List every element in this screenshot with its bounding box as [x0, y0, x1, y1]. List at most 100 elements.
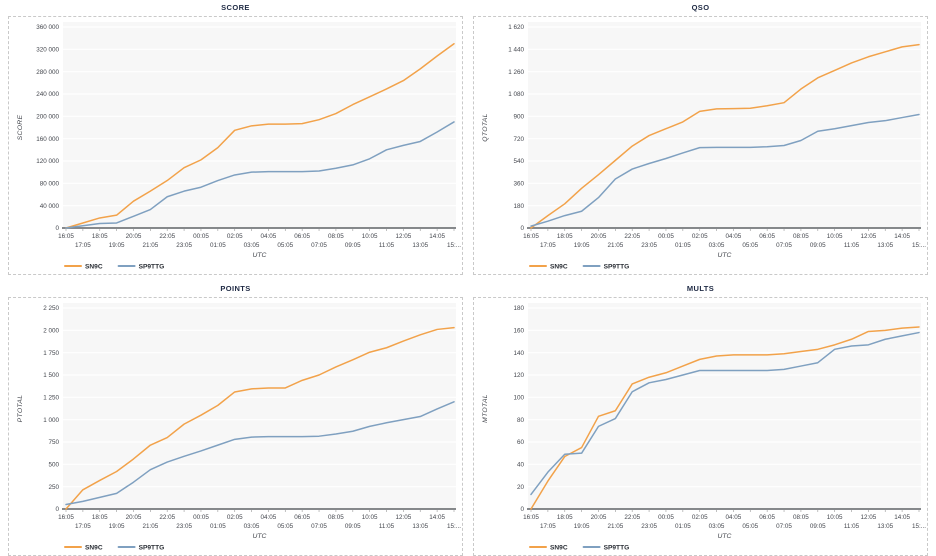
- svg-text:20:05: 20:05: [591, 233, 607, 240]
- svg-text:23:05: 23:05: [641, 242, 657, 249]
- svg-text:09:05: 09:05: [345, 242, 361, 249]
- svg-text:1 440: 1 440: [508, 47, 524, 54]
- svg-text:16:05: 16:05: [523, 514, 539, 521]
- svg-text:1 620: 1 620: [508, 24, 524, 31]
- svg-text:17:05: 17:05: [540, 242, 556, 249]
- svg-text:120: 120: [513, 372, 524, 379]
- svg-text:UTC: UTC: [718, 533, 732, 540]
- svg-text:00:05: 00:05: [193, 233, 209, 240]
- svg-text:23:05: 23:05: [176, 242, 192, 249]
- svg-text:10:05: 10:05: [362, 514, 378, 521]
- svg-text:180: 180: [513, 203, 524, 210]
- svg-text:UTC: UTC: [253, 533, 267, 540]
- svg-text:40: 40: [517, 462, 525, 469]
- svg-text:MTOTAL: MTOTAL: [482, 394, 489, 423]
- chart-title-mults: MULTS: [686, 284, 715, 293]
- svg-text:750: 750: [48, 439, 59, 446]
- svg-text:900: 900: [513, 114, 524, 121]
- svg-text:05:05: 05:05: [742, 242, 758, 249]
- svg-text:02:05: 02:05: [692, 514, 708, 521]
- svg-text:80 000: 80 000: [40, 181, 60, 188]
- svg-text:06:05: 06:05: [759, 233, 775, 240]
- svg-text:04:05: 04:05: [726, 233, 742, 240]
- svg-text:1 750: 1 750: [43, 350, 59, 357]
- charts-row-top: SCORE 0 40 000 80 000 120 000 160 000 200 000…: [0, 1, 936, 275]
- svg-text:PTOTAL: PTOTAL: [17, 395, 24, 423]
- svg-text:03:05: 03:05: [244, 523, 260, 530]
- svg-text:12:05: 12:05: [396, 233, 412, 240]
- svg-text:200 000: 200 000: [36, 114, 59, 121]
- svg-text:SCORE: SCORE: [17, 114, 24, 140]
- svg-text:04:05: 04:05: [261, 514, 277, 521]
- svg-text:13:05: 13:05: [877, 242, 893, 249]
- svg-text:23:05: 23:05: [641, 523, 657, 530]
- svg-text:22:05: 22:05: [159, 233, 175, 240]
- svg-text:16:05: 16:05: [58, 514, 74, 521]
- svg-text:1 080: 1 080: [508, 91, 524, 98]
- svg-text:02:05: 02:05: [692, 233, 708, 240]
- svg-text:SP9TTG: SP9TTG: [604, 544, 630, 551]
- svg-text:2 250: 2 250: [43, 305, 59, 312]
- chart-box-points: 0 250 500 750 1 000 1 250 1 500 1 750 2 000 2 250…: [8, 297, 463, 556]
- svg-text:21:05: 21:05: [142, 523, 158, 530]
- svg-text:15:...: 15:...: [447, 523, 461, 530]
- charts-row-bottom: POINTS 0 250 500 750 1 000 1 250 1 500 1 750 2 0…: [0, 282, 936, 556]
- svg-text:12:05: 12:05: [861, 233, 877, 240]
- svg-text:11:05: 11:05: [844, 523, 860, 530]
- svg-text:160: 160: [513, 328, 524, 335]
- svg-text:SN9C: SN9C: [550, 263, 568, 270]
- chart-box-qso: 0 180 360 540 720 900 1 080 1 260 1 440 1 620 QTOT…: [473, 16, 928, 275]
- svg-text:09:05: 09:05: [345, 523, 361, 530]
- svg-text:21:05: 21:05: [142, 242, 158, 249]
- svg-text:07:05: 07:05: [776, 242, 792, 249]
- svg-text:280 000: 280 000: [36, 69, 59, 76]
- svg-text:09:05: 09:05: [810, 242, 826, 249]
- svg-text:22:05: 22:05: [159, 514, 175, 521]
- svg-text:500: 500: [48, 462, 59, 469]
- svg-text:11:05: 11:05: [844, 242, 860, 249]
- svg-text:12:05: 12:05: [396, 514, 412, 521]
- svg-text:1 260: 1 260: [508, 69, 524, 76]
- svg-text:0: 0: [55, 506, 59, 513]
- svg-text:03:05: 03:05: [244, 242, 260, 249]
- svg-text:06:05: 06:05: [294, 514, 310, 521]
- svg-text:13:05: 13:05: [412, 523, 428, 530]
- svg-text:140: 140: [513, 350, 524, 357]
- svg-text:SP9TTG: SP9TTG: [604, 263, 630, 270]
- svg-text:17:05: 17:05: [75, 242, 91, 249]
- svg-text:18:05: 18:05: [557, 514, 573, 521]
- svg-text:SP9TTG: SP9TTG: [139, 263, 165, 270]
- svg-text:08:05: 08:05: [793, 233, 809, 240]
- svg-text:250: 250: [48, 484, 59, 491]
- svg-text:03:05: 03:05: [709, 242, 725, 249]
- svg-text:21:05: 21:05: [607, 242, 623, 249]
- svg-text:360 000: 360 000: [36, 24, 59, 31]
- svg-text:07:05: 07:05: [311, 523, 327, 530]
- svg-text:03:05: 03:05: [709, 523, 725, 530]
- line-chart-score: 0 40 000 80 000 120 000 160 000 200 000 240 00…: [17, 22, 461, 270]
- svg-text:08:05: 08:05: [328, 514, 344, 521]
- line-chart-points: 0 250 500 750 1 000 1 250 1 500 1 750 2 000 2 250…: [17, 303, 461, 551]
- chart-title-qso: QSO: [691, 3, 710, 12]
- chart-box-mults: 0 20 40 60 80 100 120 140 160 180 MTOTAL 16:05 17:05…: [473, 297, 928, 556]
- svg-text:14:05: 14:05: [429, 233, 445, 240]
- svg-text:22:05: 22:05: [624, 514, 640, 521]
- svg-text:19:05: 19:05: [574, 523, 590, 530]
- svg-text:11:05: 11:05: [379, 523, 395, 530]
- svg-text:10:05: 10:05: [362, 233, 378, 240]
- svg-text:40 000: 40 000: [40, 203, 60, 210]
- svg-text:13:05: 13:05: [412, 242, 428, 249]
- svg-text:19:05: 19:05: [109, 523, 125, 530]
- svg-text:08:05: 08:05: [793, 514, 809, 521]
- svg-text:22:05: 22:05: [624, 233, 640, 240]
- svg-text:SN9C: SN9C: [550, 544, 568, 551]
- svg-text:19:05: 19:05: [574, 242, 590, 249]
- svg-text:15:...: 15:...: [447, 242, 461, 249]
- svg-text:15:...: 15:...: [912, 242, 926, 249]
- svg-text:0: 0: [520, 506, 524, 513]
- svg-text:20:05: 20:05: [591, 514, 607, 521]
- svg-text:0: 0: [55, 225, 59, 232]
- svg-text:160 000: 160 000: [36, 136, 59, 143]
- svg-text:01:05: 01:05: [675, 242, 691, 249]
- svg-text:02:05: 02:05: [227, 233, 243, 240]
